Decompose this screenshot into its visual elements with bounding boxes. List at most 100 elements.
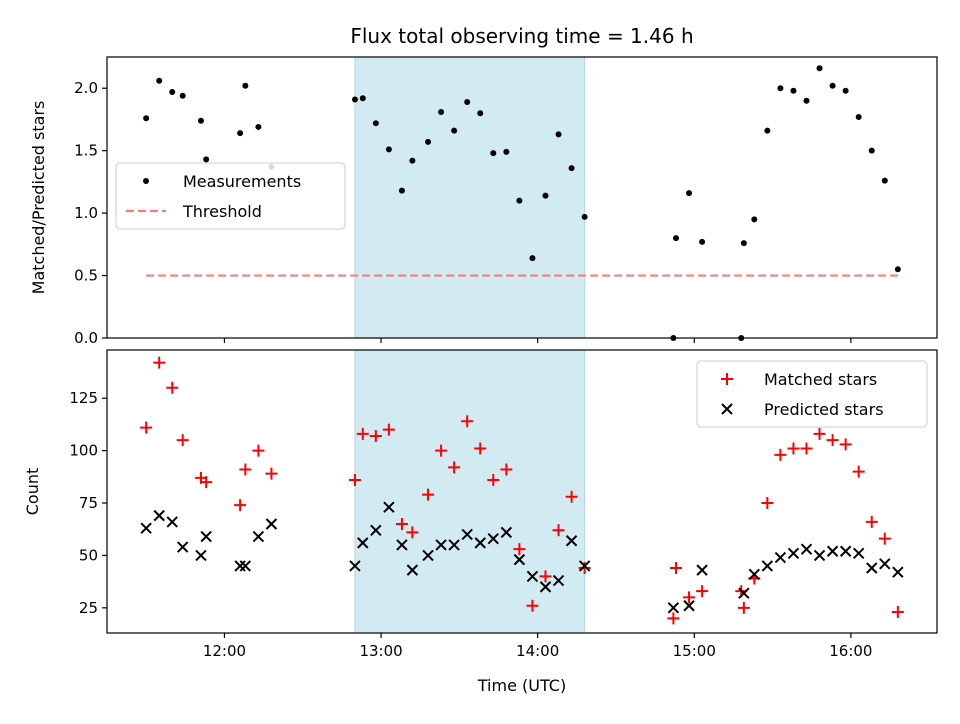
data-point: [153, 509, 165, 522]
data-point: [265, 518, 278, 530]
bottom-y-axis-label: Count: [23, 468, 42, 516]
legend-label: Threshold: [182, 202, 262, 221]
data-point: [396, 539, 408, 551]
data-point: [359, 95, 366, 102]
legend-label: Measurements: [183, 172, 301, 191]
x-tick-label: 12:00: [203, 642, 246, 660]
y-tick-label: 125: [69, 389, 98, 407]
data-point: [409, 157, 416, 164]
data-point: [667, 602, 680, 614]
data-point: [197, 117, 204, 124]
axes-frame: [106, 349, 938, 634]
data-point: [176, 541, 189, 553]
legend-marker: [721, 373, 733, 385]
data-point: [425, 138, 432, 145]
data-point: [855, 113, 862, 120]
series-matched-stars: [140, 356, 904, 625]
data-point: [156, 77, 163, 84]
series-predicted-stars: [140, 501, 904, 614]
data-point: [813, 549, 826, 562]
data-point: [787, 442, 800, 455]
data-point: [406, 564, 419, 576]
data-point: [578, 562, 591, 575]
data-point: [539, 581, 552, 593]
data-point: [239, 560, 252, 572]
data-point: [842, 87, 849, 94]
data-point: [813, 427, 826, 440]
data-point: [696, 585, 709, 598]
data-point: [255, 123, 262, 130]
data-point: [683, 600, 695, 612]
y-tick-label: 2.0: [74, 79, 98, 97]
data-point: [878, 532, 891, 545]
y-tick-label: 50: [79, 546, 98, 564]
data-point: [891, 606, 904, 619]
data-point: [195, 549, 207, 562]
data-point: [803, 97, 810, 104]
data-point: [868, 147, 875, 154]
series-measurements: [143, 65, 901, 341]
data-point: [839, 438, 852, 451]
x-tick-label: 14:00: [516, 642, 559, 660]
data-point: [242, 82, 249, 89]
shaded-interval: [354, 56, 586, 339]
data-point: [738, 587, 750, 599]
data-point: [252, 444, 265, 457]
data-point: [435, 444, 448, 457]
data-point: [166, 516, 178, 528]
data-point: [464, 98, 471, 105]
legend-marker: [721, 403, 733, 415]
data-point: [667, 612, 680, 625]
data-point: [166, 381, 179, 394]
data-point: [448, 539, 460, 551]
data-point: [777, 85, 784, 92]
data-point: [503, 148, 510, 155]
legend-label: Matched stars: [764, 370, 877, 389]
data-point: [179, 92, 186, 99]
data-point: [234, 499, 247, 512]
data-point: [552, 574, 565, 587]
data-point: [200, 476, 213, 489]
data-point: [865, 515, 878, 528]
x-tick-label: 15:00: [673, 642, 716, 660]
data-point: [500, 463, 513, 476]
data-point: [239, 463, 252, 476]
data-point: [800, 442, 813, 455]
data-point: [516, 197, 523, 204]
data-point: [699, 238, 706, 245]
data-point: [461, 415, 474, 428]
legend: Matched stars Predicted stars: [696, 360, 928, 428]
data-point: [422, 488, 435, 501]
top-panel: 0.0 0.5 1.0 1.5 2.0 Measurements Threshold: [74, 56, 938, 347]
data-point: [737, 601, 750, 614]
data-point: [435, 539, 447, 551]
data-point: [526, 599, 539, 612]
data-point: [395, 517, 408, 530]
data-point: [852, 547, 865, 560]
legend: Measurements Threshold: [115, 162, 346, 230]
data-point: [774, 551, 787, 564]
data-point: [349, 560, 361, 572]
data-point: [829, 82, 836, 89]
data-point: [568, 165, 575, 172]
y-tick-label: 100: [69, 442, 98, 460]
data-point: [790, 87, 797, 94]
data-point: [686, 190, 693, 197]
data-point: [539, 570, 552, 583]
data-point: [816, 65, 823, 72]
data-point: [894, 266, 901, 273]
data-point: [356, 427, 369, 440]
y-tick-label: 0.5: [74, 267, 98, 285]
data-point: [787, 547, 800, 560]
legend-box: [115, 162, 346, 230]
data-point: [234, 560, 246, 572]
data-point: [200, 530, 212, 543]
data-point: [487, 532, 499, 545]
data-point: [203, 156, 210, 163]
data-point: [153, 356, 166, 369]
data-point: [237, 130, 244, 137]
data-point: [542, 192, 549, 199]
axes-frame: [106, 56, 938, 339]
x-axis-label: Time (UTC): [477, 676, 566, 695]
data-point: [370, 524, 382, 536]
